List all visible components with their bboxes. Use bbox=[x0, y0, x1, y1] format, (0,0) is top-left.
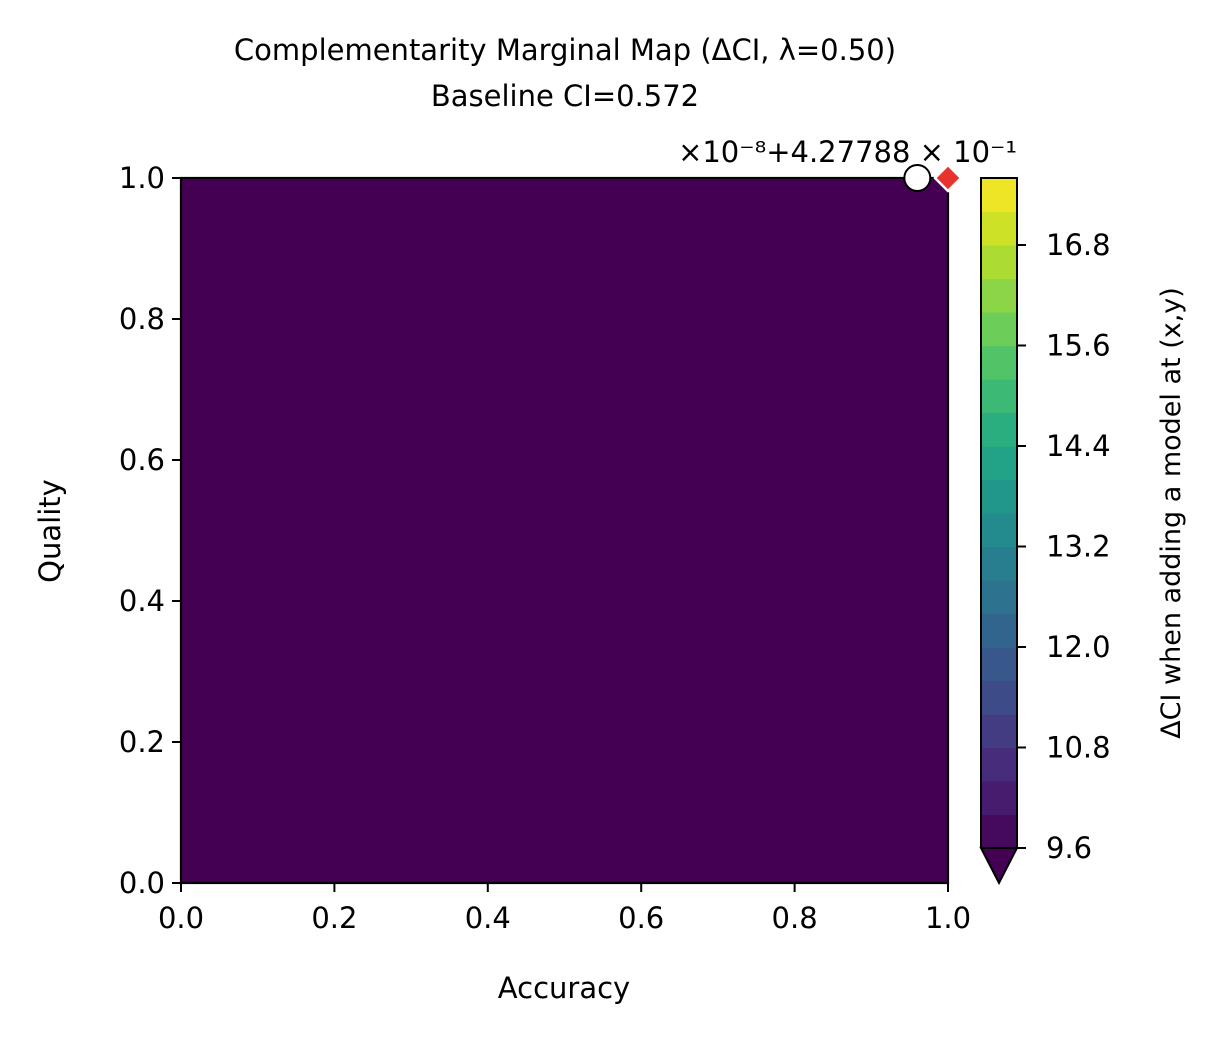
plot-frame bbox=[179, 176, 950, 885]
colorbar-extend-min bbox=[979, 847, 1019, 886]
x-tick-label: 0.0 bbox=[158, 901, 204, 935]
colorbar-tick-label: 15.6 bbox=[1046, 329, 1111, 363]
colorbar-level bbox=[981, 278, 1017, 313]
colorbar-tick-label: 13.2 bbox=[1046, 530, 1111, 564]
markers-layer bbox=[903, 163, 963, 193]
x-tick-label: 0.8 bbox=[772, 901, 818, 935]
x-axis: 0.0 0.2 0.4 0.6 0.8 1.0 bbox=[158, 883, 971, 935]
heatmap-field bbox=[181, 178, 948, 883]
colorbar-tick-label: 10.8 bbox=[1046, 731, 1111, 765]
colorbar-label: ΔCI when adding a model at (x,y) bbox=[1156, 287, 1187, 739]
y-tick-label: 0.8 bbox=[119, 302, 165, 336]
colorbar-level bbox=[981, 245, 1017, 280]
colorbar: 9.6 10.8 12.0 13.2 14.4 15.6 16.8 bbox=[979, 177, 1111, 886]
y-tick-label: 1.0 bbox=[119, 161, 165, 195]
x-tick-label: 1.0 bbox=[925, 901, 971, 935]
existing-model-marker bbox=[903, 164, 932, 192]
colorbar-level bbox=[981, 178, 1017, 213]
y-tick-label: 0.4 bbox=[119, 584, 165, 618]
colorbar-level bbox=[981, 747, 1017, 782]
colorbar-level bbox=[981, 211, 1017, 246]
y-axis-label: Quality bbox=[33, 479, 67, 583]
x-tick-label: 0.2 bbox=[311, 901, 357, 935]
colorbar-level bbox=[981, 613, 1017, 648]
x-tick-label: 0.6 bbox=[618, 901, 664, 935]
colorbar-level bbox=[981, 412, 1017, 447]
colorbar-frame bbox=[980, 177, 1018, 848]
colorbar-level bbox=[981, 446, 1017, 481]
y-tick-label: 0.2 bbox=[119, 725, 165, 759]
colorbar-level bbox=[981, 546, 1017, 581]
x-axis-label: Accuracy bbox=[498, 971, 630, 1005]
colorbar-level bbox=[981, 479, 1017, 514]
chart-title: Complementarity Marginal Map (ΔCI, λ=0.5… bbox=[234, 33, 896, 67]
colorbar-offset-text: ×10⁻⁸+4.27788 × 10⁻¹ bbox=[678, 135, 1017, 169]
colorbar-level bbox=[981, 714, 1017, 749]
y-axis: 0.0 0.2 0.4 0.6 0.8 1.0 bbox=[119, 161, 181, 900]
y-tick-label: 0.0 bbox=[119, 866, 165, 900]
colorbar-tick-label: 16.8 bbox=[1046, 228, 1111, 262]
colorbar-tick-label: 9.6 bbox=[1046, 831, 1092, 865]
colorbar-level bbox=[981, 647, 1017, 682]
x-tick-label: 0.4 bbox=[465, 901, 511, 935]
colorbar-tick-label: 14.4 bbox=[1046, 429, 1111, 463]
chart-subtitle: Baseline CI=0.572 bbox=[431, 79, 699, 113]
best-candidate-marker bbox=[933, 163, 963, 193]
y-tick-label: 0.6 bbox=[119, 443, 165, 477]
colorbar-level bbox=[981, 580, 1017, 615]
colorbar-level bbox=[981, 312, 1017, 347]
colorbar-level bbox=[981, 680, 1017, 715]
colorbar-level bbox=[981, 345, 1017, 380]
colorbar-level bbox=[981, 814, 1017, 849]
colorbar-level bbox=[981, 781, 1017, 816]
colorbar-level bbox=[981, 513, 1017, 548]
plot-area bbox=[179, 176, 950, 885]
colorbar-tick-label: 12.0 bbox=[1046, 630, 1111, 664]
colorbar-level bbox=[981, 379, 1017, 414]
